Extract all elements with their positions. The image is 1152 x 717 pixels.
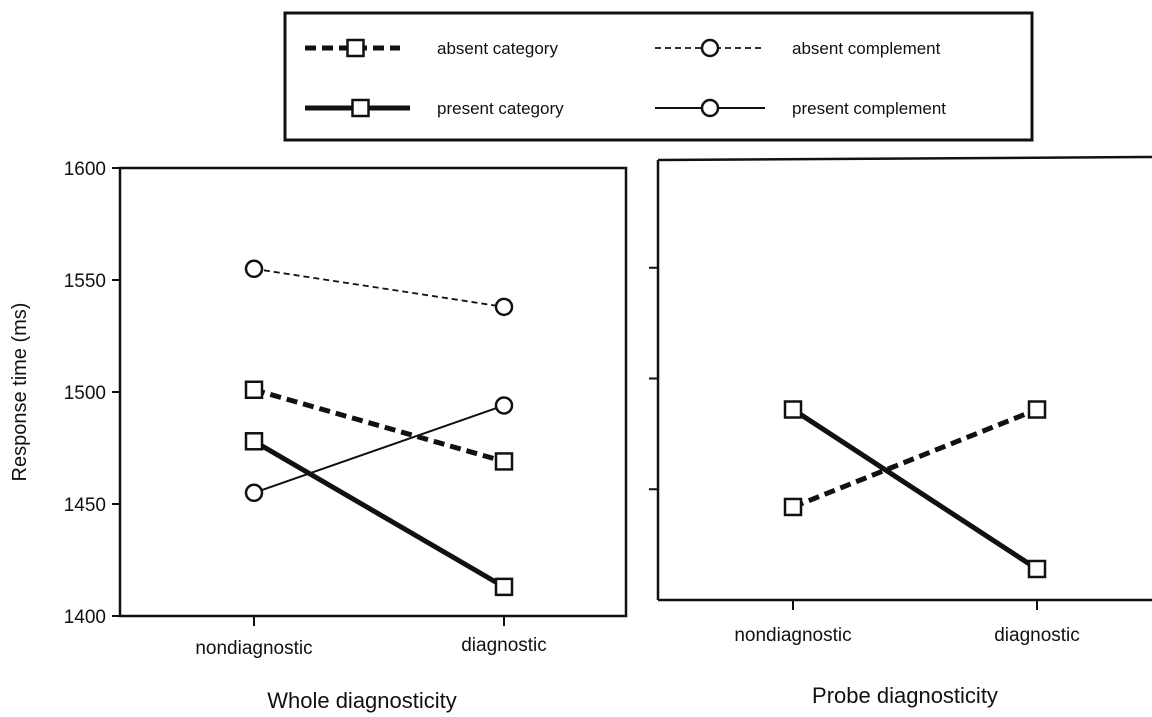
left-y-tick-label-1400: 1400 xyxy=(64,607,106,628)
right-x-axis-label: Probe diagnosticity xyxy=(812,683,998,708)
legend-marker-present-category xyxy=(351,98,370,118)
left-point-present-complement-nondiagnostic xyxy=(244,483,264,503)
left-x-tick-label-nondiagnostic: nondiagnostic xyxy=(195,638,312,659)
left-y-tick-label-1550: 1550 xyxy=(64,271,106,292)
right-panel: nondiagnostic diagnostic Probe diagnosti… xyxy=(649,155,1152,708)
left-series-line-absent-complement xyxy=(253,267,505,308)
left-panel: Response time (ms) 14001450150015501600 … xyxy=(9,159,628,713)
left-y-tick-label-1500: 1500 xyxy=(64,383,106,404)
right-top-border xyxy=(657,155,1152,162)
left-point-absent-category-diagnostic xyxy=(494,452,514,471)
left-point-present-complement-diagnostic xyxy=(494,396,514,415)
left-point-absent-complement-diagnostic xyxy=(494,297,514,317)
legend-label-present-category: present category xyxy=(437,99,564,118)
left-point-absent-complement-nondiagnostic xyxy=(244,259,264,279)
right-point-present-category-diagnostic xyxy=(1027,559,1047,579)
right-x-tick-label-nondiagnostic: nondiagnostic xyxy=(734,625,851,646)
right-series-line-absent-category xyxy=(792,407,1038,510)
left-y-tick-label-1600: 1600 xyxy=(64,159,106,180)
left-x-axis-label: Whole diagnosticity xyxy=(267,688,457,713)
legend-label-absent-complement: absent complement xyxy=(792,39,941,58)
legend-label-absent-category: absent category xyxy=(437,39,558,58)
legend: absent category absent complement present … xyxy=(283,11,1034,142)
left-point-absent-category-nondiagnostic xyxy=(244,380,264,400)
left-point-present-category-diagnostic xyxy=(494,577,514,597)
legend-marker-present-complement xyxy=(700,98,720,118)
right-point-absent-category-diagnostic xyxy=(1027,400,1047,419)
left-plot-frame xyxy=(118,166,628,618)
left-x-tick-label-diagnostic: diagnostic xyxy=(461,635,547,656)
right-point-present-category-nondiagnostic xyxy=(783,400,803,419)
left-series-line-present-category xyxy=(252,439,506,590)
y-axis-label: Response time (ms) xyxy=(9,303,31,482)
legend-label-present-complement: present complement xyxy=(792,99,946,118)
right-x-tick-label-diagnostic: diagnostic xyxy=(994,625,1080,646)
legend-marker-absent-complement xyxy=(700,38,720,58)
left-point-present-category-nondiagnostic xyxy=(244,432,264,451)
legend-marker-absent-category xyxy=(346,38,365,58)
left-y-tick-label-1450: 1450 xyxy=(64,495,106,516)
right-series-line-present-category xyxy=(791,407,1039,572)
left-series-line-absent-category xyxy=(253,387,505,464)
left-series-line-present-complement xyxy=(253,404,505,494)
legend-box xyxy=(283,11,1034,142)
right-point-absent-category-nondiagnostic xyxy=(783,497,803,517)
